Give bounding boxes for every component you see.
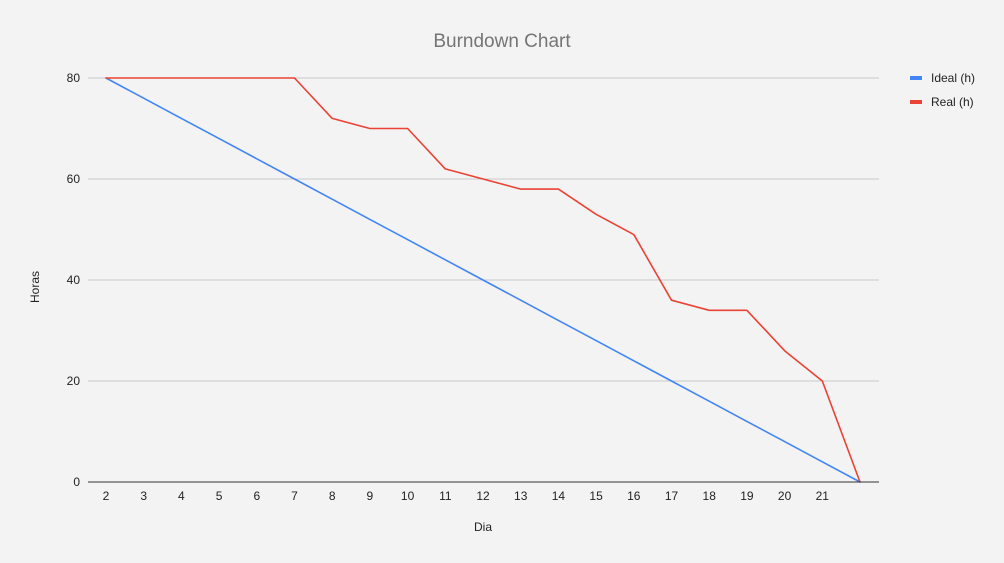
x-tick-label: 15 bbox=[589, 489, 603, 503]
x-tick-label: 3 bbox=[140, 489, 147, 503]
series-lines bbox=[105, 77, 861, 483]
x-tick-label: 12 bbox=[476, 489, 490, 503]
x-tick-label: 7 bbox=[291, 489, 298, 503]
y-tick-label: 80 bbox=[67, 71, 81, 85]
legend-label: Ideal (h) bbox=[931, 71, 975, 85]
y-tick-label: 20 bbox=[67, 374, 81, 388]
x-tick-label: 2 bbox=[103, 489, 110, 503]
x-tick-label: 5 bbox=[216, 489, 223, 503]
y-tick-label: 60 bbox=[67, 172, 81, 186]
x-axis-title: Dia bbox=[474, 520, 492, 534]
grid-lines bbox=[88, 77, 879, 382]
x-tick-label: 21 bbox=[816, 489, 830, 503]
x-tick-label: 18 bbox=[703, 489, 717, 503]
legend: Ideal (h) Real (h) bbox=[910, 71, 975, 109]
x-tick-label: 17 bbox=[665, 489, 679, 503]
y-tick-label: 0 bbox=[73, 475, 80, 489]
x-tick-label: 4 bbox=[178, 489, 185, 503]
legend-swatch bbox=[910, 100, 922, 104]
series-line bbox=[105, 77, 861, 483]
x-tick-label: 20 bbox=[778, 489, 792, 503]
x-tick-label: 11 bbox=[439, 489, 452, 503]
legend-label: Real (h) bbox=[931, 95, 974, 109]
series-line bbox=[105, 77, 861, 483]
x-tick-label: 8 bbox=[329, 489, 336, 503]
chart-title: Burndown Chart bbox=[433, 31, 571, 52]
y-axis-title: Horas bbox=[28, 271, 42, 303]
x-tick-label: 14 bbox=[552, 489, 566, 503]
legend-swatch bbox=[910, 76, 922, 80]
x-tick-label: 10 bbox=[401, 489, 415, 503]
x-tick-label: 13 bbox=[514, 489, 528, 503]
y-axis-ticks: 0 20 40 60 80 bbox=[67, 71, 81, 489]
y-tick-label: 40 bbox=[67, 273, 81, 287]
x-axis-ticks: 2 3 4 5 6 7 8 9 10 11 12 13 14 15 16 17 18 19 20 21 bbox=[103, 489, 830, 503]
x-tick-label: 6 bbox=[253, 489, 260, 503]
x-tick-label: 16 bbox=[627, 489, 641, 503]
x-tick-label: 19 bbox=[740, 489, 754, 503]
x-tick-label: 9 bbox=[367, 489, 374, 503]
